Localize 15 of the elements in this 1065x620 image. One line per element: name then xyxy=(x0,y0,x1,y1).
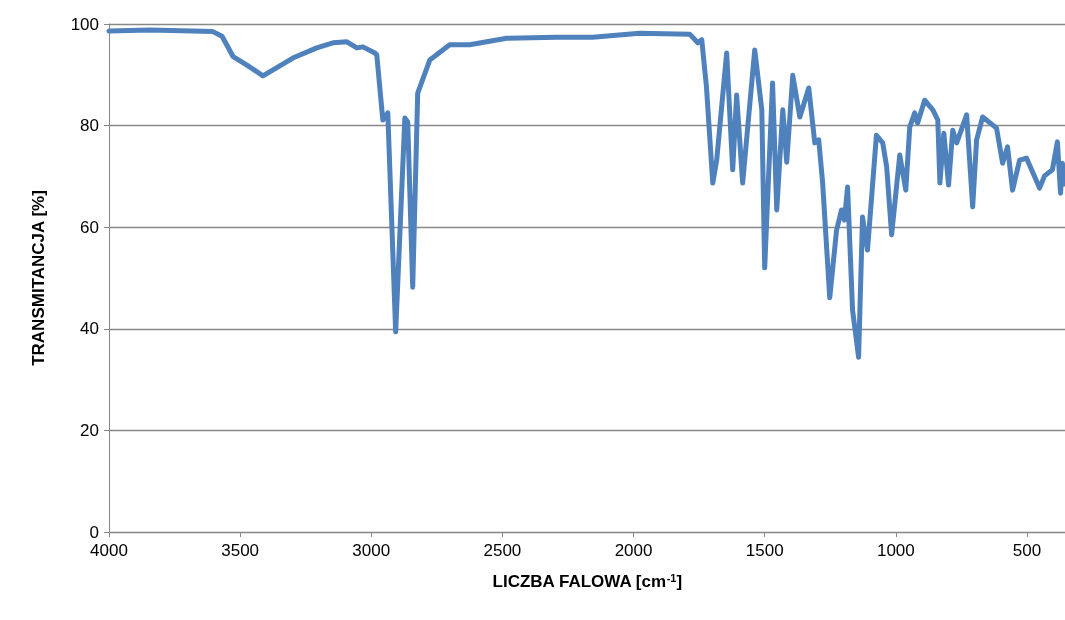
x-tick-label: 3500 xyxy=(221,541,260,560)
y-tick-label: 40 xyxy=(80,319,99,339)
y-tick-label: 0 xyxy=(89,522,99,542)
x-tick-label: 2500 xyxy=(483,541,522,560)
y-tick-label: 60 xyxy=(80,217,99,237)
y-axis-title: TRANSMITANCJA [%] xyxy=(29,190,48,366)
x-tick-label: 3000 xyxy=(352,541,391,560)
x-tick-label: 1000 xyxy=(876,541,915,560)
y-tick-label: 100 xyxy=(70,14,99,34)
x-tick-label: 1500 xyxy=(745,541,784,560)
y-tick-label: 20 xyxy=(80,420,99,440)
y-tick-label: 80 xyxy=(80,116,99,136)
x-tick-label: 2000 xyxy=(614,541,653,560)
x-tick-label: 500 xyxy=(1012,541,1042,560)
x-tick-label: 4000 xyxy=(90,541,128,560)
